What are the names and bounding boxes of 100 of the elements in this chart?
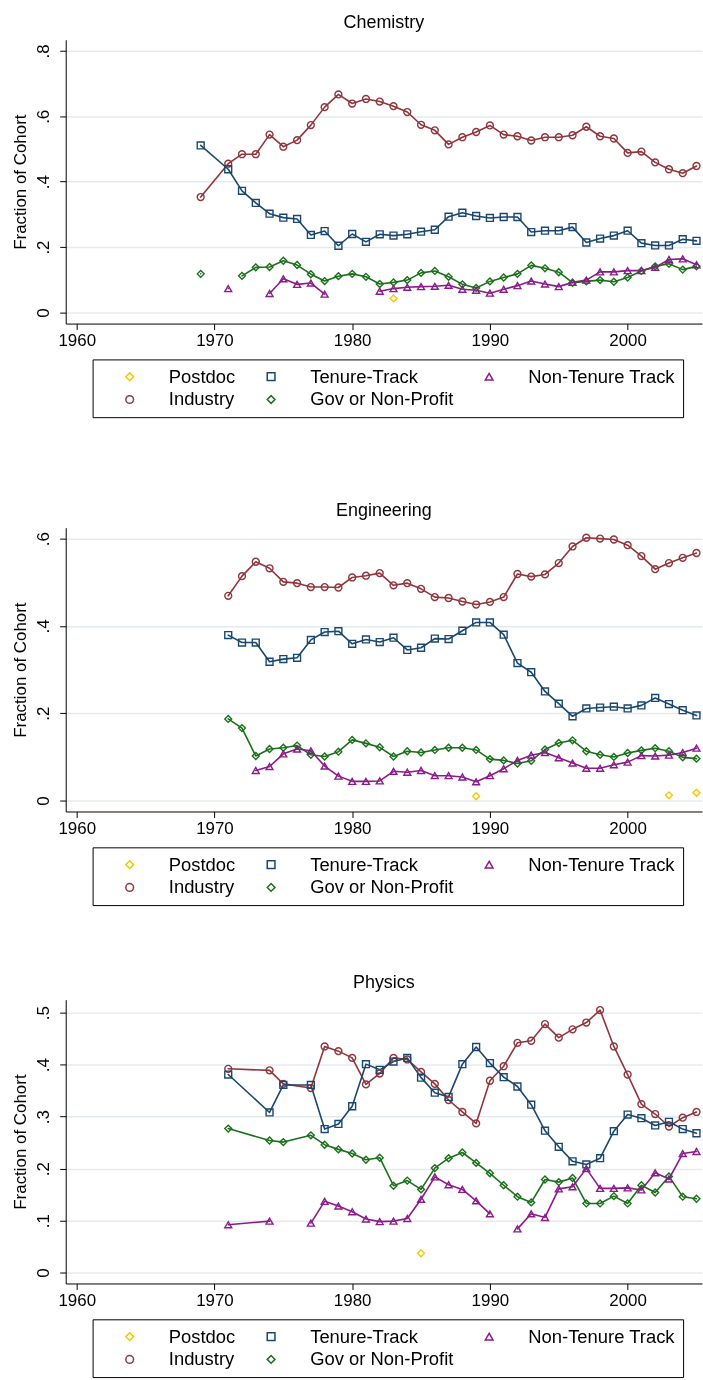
point xyxy=(416,282,426,291)
x-tick-label: 1960 xyxy=(58,818,97,838)
point xyxy=(651,693,660,703)
point xyxy=(485,1210,495,1218)
point xyxy=(471,618,481,627)
point xyxy=(664,791,674,800)
point xyxy=(623,1110,632,1119)
point xyxy=(265,1136,274,1145)
point xyxy=(348,1053,357,1063)
legend-label: Tenure-Track xyxy=(310,365,419,387)
point xyxy=(334,1119,343,1129)
point xyxy=(623,748,632,758)
point xyxy=(458,1107,467,1117)
point xyxy=(292,745,302,753)
point xyxy=(527,751,536,759)
point xyxy=(320,1197,329,1206)
point xyxy=(471,1158,481,1168)
point xyxy=(540,1126,550,1135)
point xyxy=(375,1153,384,1162)
point xyxy=(320,290,329,298)
point xyxy=(651,1188,660,1197)
point xyxy=(403,283,412,291)
point xyxy=(458,1148,467,1157)
x-tick-label: 2000 xyxy=(609,1290,647,1310)
point xyxy=(279,275,288,283)
point xyxy=(595,1154,605,1163)
point xyxy=(430,1088,439,1097)
point xyxy=(375,279,384,289)
point xyxy=(430,225,439,234)
point xyxy=(251,150,260,159)
point xyxy=(623,1070,632,1079)
point xyxy=(554,738,563,748)
x-tick-label: 1970 xyxy=(196,1290,234,1310)
point xyxy=(554,1033,563,1042)
point xyxy=(224,1064,233,1073)
point xyxy=(527,136,536,145)
point xyxy=(416,1067,426,1077)
point xyxy=(637,751,646,760)
point xyxy=(609,702,619,711)
point xyxy=(485,772,495,780)
point xyxy=(430,772,439,780)
point xyxy=(692,711,701,720)
point xyxy=(320,1140,329,1149)
x-tick-label: 1970 xyxy=(196,330,234,350)
point xyxy=(237,638,247,647)
point xyxy=(499,1062,508,1071)
point xyxy=(224,1221,233,1229)
point xyxy=(251,766,260,775)
point xyxy=(361,635,371,644)
point xyxy=(527,1210,536,1218)
point xyxy=(485,597,495,607)
point xyxy=(471,792,481,801)
y-tick-label: .5 xyxy=(34,1006,54,1021)
point xyxy=(292,280,302,289)
point xyxy=(692,1194,701,1203)
point xyxy=(416,227,426,236)
y-axis-title: Fraction of Cohort xyxy=(11,1074,31,1210)
point xyxy=(582,1164,591,1173)
point xyxy=(265,657,274,666)
point xyxy=(361,571,371,580)
point xyxy=(540,1175,550,1184)
point xyxy=(334,1047,343,1056)
y-tick-label: 0 xyxy=(34,308,54,318)
point xyxy=(416,584,426,593)
x-tick-label: 1970 xyxy=(196,818,234,838)
point xyxy=(265,130,274,139)
point xyxy=(375,230,384,239)
legend-label: Gov or Non-Profit xyxy=(310,388,454,410)
legend-label: Postdoc xyxy=(168,853,236,875)
point xyxy=(582,533,591,542)
point xyxy=(375,777,384,785)
point xyxy=(595,1005,605,1015)
point xyxy=(279,1137,288,1147)
point xyxy=(292,260,302,270)
point xyxy=(251,263,260,272)
point xyxy=(361,777,371,786)
point xyxy=(389,231,398,240)
point xyxy=(375,287,384,295)
point xyxy=(403,645,412,655)
point xyxy=(306,747,316,755)
point xyxy=(196,269,205,279)
point xyxy=(361,1080,371,1089)
point xyxy=(279,654,288,664)
point xyxy=(361,237,371,246)
legend-label: Industry xyxy=(168,1348,236,1370)
point xyxy=(664,165,674,174)
point xyxy=(334,583,343,592)
point xyxy=(499,630,508,639)
point xyxy=(375,97,384,106)
point xyxy=(224,159,233,168)
point xyxy=(678,553,687,562)
point xyxy=(664,255,674,264)
point xyxy=(458,626,467,635)
point xyxy=(637,238,646,248)
point xyxy=(554,1142,563,1151)
point xyxy=(389,294,398,303)
point xyxy=(265,564,274,573)
point xyxy=(375,743,384,752)
point xyxy=(692,1129,701,1138)
point xyxy=(651,565,660,574)
